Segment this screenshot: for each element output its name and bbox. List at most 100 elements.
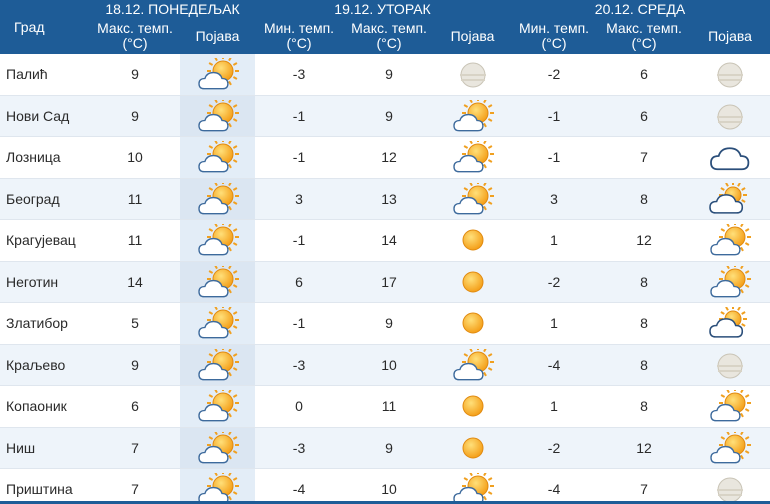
day3-icon bbox=[690, 344, 770, 386]
day2-icon bbox=[435, 178, 511, 220]
day2-icon bbox=[435, 261, 511, 303]
day3-max-temp: 8 bbox=[598, 344, 691, 386]
city-name: Нови Сад bbox=[0, 95, 90, 137]
day1-max-header: Макс. темп. (°C) bbox=[90, 18, 180, 54]
partly-cloudy-icon bbox=[197, 307, 239, 339]
day1-max-temp: 5 bbox=[90, 302, 180, 345]
city-name: Копаоник bbox=[0, 385, 90, 428]
city-name: Приштина bbox=[0, 468, 90, 501]
day2-icon bbox=[435, 54, 511, 96]
partly-cloudy-icon bbox=[710, 390, 752, 422]
day3-min-temp: -2 bbox=[510, 54, 599, 96]
day2-header: 19.12. УТОРАК bbox=[255, 0, 511, 18]
day1-icon bbox=[180, 136, 256, 179]
day1-icon bbox=[180, 261, 256, 303]
table-row: Палић 9 -3 9 -2 6 bbox=[0, 54, 770, 96]
day2-max-temp: 14 bbox=[343, 219, 436, 262]
day3-max-temp: 8 bbox=[598, 385, 691, 428]
day3-min-temp: 3 bbox=[510, 178, 599, 220]
sun-icon bbox=[462, 437, 484, 459]
city-name: Ниш bbox=[0, 427, 90, 469]
day3-min-temp: -2 bbox=[510, 427, 599, 469]
day1-icon bbox=[180, 178, 256, 220]
table-row: Београд 11 3 13 3 8 bbox=[0, 178, 770, 220]
day3-icon bbox=[690, 261, 770, 303]
day3-min-temp: -4 bbox=[510, 468, 599, 501]
day2-icon bbox=[435, 302, 511, 345]
partly-cloudy-icon bbox=[710, 431, 752, 464]
partly-cloudy-icon bbox=[452, 182, 494, 215]
partly-cloudy-icon bbox=[197, 141, 239, 173]
day1-icon bbox=[180, 427, 256, 469]
day1-max-temp: 11 bbox=[90, 219, 180, 262]
day3-max-header: Макс. темп. (°C) bbox=[598, 18, 691, 54]
table-row: Нови Сад 9 -1 9 -1 6 bbox=[0, 95, 770, 137]
day3-min-temp: 1 bbox=[510, 302, 599, 345]
city-name: Крагујевац bbox=[0, 219, 90, 262]
day1-max-temp: 9 bbox=[90, 54, 180, 96]
day2-icon bbox=[435, 95, 511, 137]
day3-icon bbox=[690, 54, 770, 96]
fog-icon bbox=[717, 477, 744, 501]
day2-min-temp: -3 bbox=[255, 344, 344, 386]
day2-max-temp: 9 bbox=[343, 95, 436, 137]
day2-max-temp: 9 bbox=[343, 54, 436, 96]
day2-max-temp: 17 bbox=[343, 261, 436, 303]
cloudy-sun-icon bbox=[709, 182, 748, 214]
day3-icon bbox=[690, 178, 770, 220]
city-name: Златибор bbox=[0, 302, 90, 345]
day2-max-temp: 13 bbox=[343, 178, 436, 220]
day3-max-temp: 12 bbox=[598, 219, 691, 262]
day2-min-temp: -3 bbox=[255, 54, 344, 96]
day2-icon bbox=[435, 344, 511, 386]
day3-max-temp: 6 bbox=[598, 54, 691, 96]
day1-icon bbox=[180, 219, 256, 262]
day2-min-temp: -1 bbox=[255, 302, 344, 345]
day3-max-temp: 8 bbox=[598, 261, 691, 303]
city-name: Краљево bbox=[0, 344, 90, 386]
day2-max-temp: 9 bbox=[343, 302, 436, 345]
day2-min-temp: 6 bbox=[255, 261, 344, 303]
partly-cloudy-icon bbox=[197, 58, 239, 90]
partly-cloudy-icon bbox=[197, 431, 239, 464]
day3-icon bbox=[690, 385, 770, 428]
fog-icon bbox=[717, 104, 744, 130]
day1-header: 18.12. ПОНЕДЕЉАК bbox=[90, 0, 256, 18]
day2-max-temp: 10 bbox=[343, 344, 436, 386]
day2-min-temp: 0 bbox=[255, 385, 344, 428]
day3-icon bbox=[690, 302, 770, 345]
partly-cloudy-icon bbox=[452, 141, 494, 173]
day3-min-temp: -1 bbox=[510, 136, 599, 179]
partly-cloudy-icon bbox=[197, 224, 239, 256]
table-row: Краљево 9 -3 10 -4 8 bbox=[0, 344, 770, 386]
day2-icon bbox=[435, 427, 511, 469]
day1-max-temp: 11 bbox=[90, 178, 180, 220]
partly-cloudy-icon bbox=[197, 99, 239, 132]
city-name: Палић bbox=[0, 54, 90, 96]
day3-min-temp: -2 bbox=[510, 261, 599, 303]
partly-cloudy-icon bbox=[197, 390, 239, 422]
day2-icon bbox=[435, 385, 511, 428]
sun-icon bbox=[462, 229, 484, 251]
day1-max-temp: 9 bbox=[90, 344, 180, 386]
day3-icon bbox=[690, 468, 770, 501]
day1-max-temp: 7 bbox=[90, 468, 180, 501]
day1-max-temp: 14 bbox=[90, 261, 180, 303]
table-row: Лозница 10 -1 12 -1 7 bbox=[0, 136, 770, 179]
day3-min-temp: 1 bbox=[510, 385, 599, 428]
sun-icon bbox=[462, 312, 484, 334]
day2-max-header: Макс. темп. (°C) bbox=[343, 18, 436, 54]
day2-max-temp: 11 bbox=[343, 385, 436, 428]
partly-cloudy-icon bbox=[452, 99, 494, 132]
day2-min-temp: -3 bbox=[255, 427, 344, 469]
day3-min-temp: 1 bbox=[510, 219, 599, 262]
day2-min-temp: 3 bbox=[255, 178, 344, 220]
day1-icon bbox=[180, 95, 256, 137]
table-row: Ниш 7 -3 9 -2 12 bbox=[0, 427, 770, 469]
day2-min-temp: -1 bbox=[255, 136, 344, 179]
day2-icon bbox=[435, 136, 511, 179]
city-name: Неготин bbox=[0, 261, 90, 303]
day1-max-temp: 6 bbox=[90, 385, 180, 428]
